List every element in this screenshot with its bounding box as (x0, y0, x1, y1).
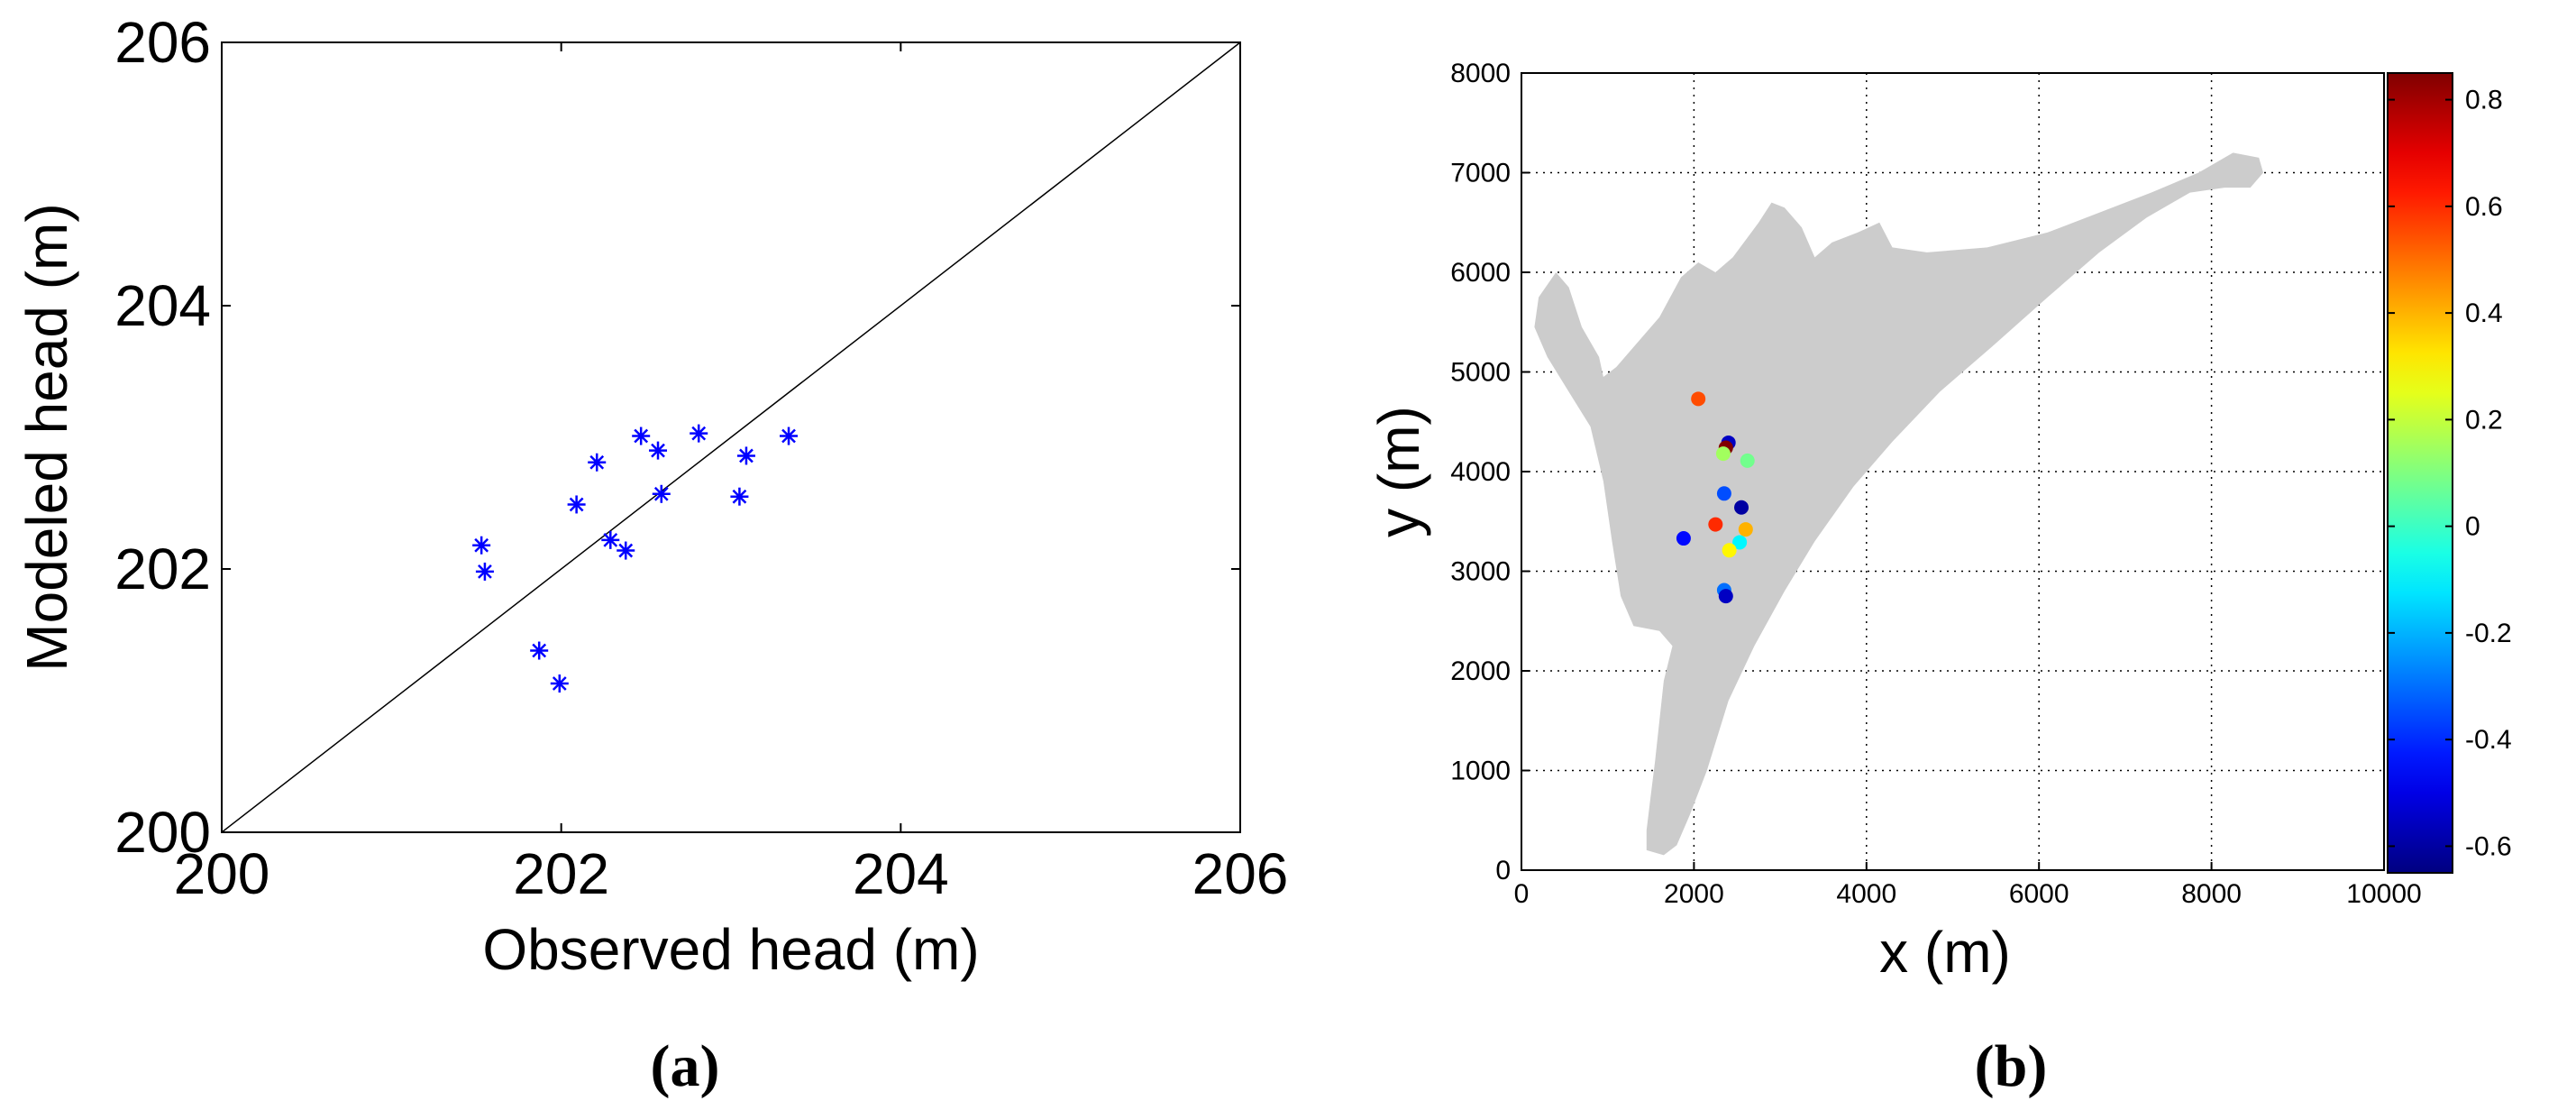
asterisk-stroke (634, 428, 649, 444)
panel-b-x-tick-label: 4000 (1836, 879, 1896, 909)
panel-a-data-point (588, 453, 607, 472)
panel-b-data-point (1691, 391, 1706, 407)
asterisk-stroke (478, 564, 492, 579)
panel-a-y-tick-label: 200 (114, 800, 211, 865)
panel-b-data-point (1718, 589, 1733, 604)
panel-b-y-tick-label: 1000 (1450, 757, 1511, 786)
panel-a-y-ticks: 200 202 204 206 (114, 10, 1240, 865)
panel-b-data-points (1676, 391, 1755, 604)
asterisk-stroke (603, 532, 618, 547)
asterisk-stroke (739, 448, 754, 463)
panel-b-x-axis-label: x (m) (1879, 920, 2011, 985)
panel-a-x-tick-label: 200 (174, 841, 270, 906)
panel-a-data-point (780, 427, 799, 445)
panel-a-data-point (632, 427, 651, 445)
asterisk-stroke (569, 497, 584, 512)
panel-a-y-tick-label: 202 (114, 537, 211, 601)
panel-a-data-point (472, 536, 491, 555)
panel-a-x-tick-label: 202 (513, 841, 609, 906)
panel-b-y-tick-label: 8000 (1450, 59, 1511, 88)
asterisk-stroke (653, 486, 669, 501)
colorbar-tick-label: 0.8 (2465, 86, 2503, 115)
colorbar-tick-label: 0.4 (2465, 298, 2503, 328)
panel-a-y-tick-label: 204 (114, 273, 211, 338)
asterisk-stroke (552, 676, 567, 691)
colorbar-tick-label: -0.6 (2465, 831, 2512, 861)
panel-b-x-tick-label: 10000 (2346, 879, 2421, 909)
asterisk-stroke (691, 426, 707, 441)
panel-b-data-point (1708, 517, 1723, 532)
panel-a-x-ticks: 200 202 204 206 (174, 42, 1289, 906)
panel-a-x-axis-label: Observed head (m) (482, 917, 979, 982)
panel-a-x-tick-label: 206 (1192, 841, 1289, 906)
panel-b-data-point (1738, 522, 1753, 537)
panel-b-x-ticks: 0 2000 4000 6000 8000 10000 (1514, 862, 2422, 909)
panel-b-colorbar (2387, 72, 2453, 874)
colorbar-tick-label: -0.2 (2465, 619, 2512, 648)
asterisk-stroke (781, 428, 796, 444)
panel-b-y-tick-label: 4000 (1450, 457, 1511, 487)
panel-a-data-point (652, 484, 671, 503)
panel-a-one-to-one-line (221, 41, 1241, 833)
colorbar-tick-label: 0 (2465, 512, 2480, 542)
colorbar-tick-label: 0.6 (2465, 192, 2503, 222)
asterisk-stroke (532, 643, 547, 658)
panel-a-data-point (730, 487, 749, 506)
panel-b-data-point (1722, 543, 1737, 558)
panel-b-map-plot: 0 2000 4000 6000 8000 10000 0 1000 2000 3000 4000… (1366, 59, 2512, 1099)
panel-a-data-point (550, 674, 569, 693)
panel-b-x-tick-label: 0 (1514, 879, 1530, 909)
panel-a-data-point (475, 562, 494, 581)
panel-a-scatter-plot: 200 202 204 206 200 202 204 206 Observed head … (14, 10, 1288, 1099)
panel-b-x-tick-label: 2000 (1664, 879, 1724, 909)
panel-a-y-axis-label: Modeled head (m) (14, 203, 79, 671)
panel-a-data-point (530, 641, 549, 660)
panel-b-y-tick-label: 5000 (1450, 358, 1511, 388)
asterisk-stroke (732, 489, 747, 504)
panel-b-data-point (1715, 446, 1731, 462)
panel-b-data-point (1676, 531, 1691, 546)
panel-b-data-point (1734, 500, 1749, 515)
panel-b-data-point (1740, 453, 1755, 468)
panel-b-y-axis-label: y (m) (1366, 406, 1431, 537)
panel-a-data-points (472, 424, 799, 693)
asterisk-stroke (618, 543, 634, 558)
colorbar-tick-label: -0.4 (2465, 725, 2512, 755)
panel-b-data-point (1732, 535, 1748, 550)
asterisk-stroke (589, 454, 605, 470)
panel-b-colorbar-ticks: -0.6 -0.4 -0.2 0 0.2 0.4 0.6 0.8 (2388, 86, 2512, 861)
asterisk-stroke (651, 443, 665, 458)
panel-b-label: (b) (1975, 1033, 2048, 1099)
panel-b-x-tick-label: 8000 (2181, 879, 2242, 909)
panel-b-y-tick-label: 6000 (1450, 258, 1511, 288)
panel-a-data-point (690, 424, 708, 443)
panel-b-y-tick-label: 7000 (1450, 159, 1511, 188)
panel-b-y-ticks: 0 1000 2000 3000 4000 5000 6000 7000 8000 (1450, 59, 1530, 885)
panel-a-data-point (736, 446, 755, 465)
panel-a-data-point (649, 441, 668, 460)
panel-a-data-point (617, 541, 635, 560)
panel-a-data-point (567, 495, 586, 514)
panel-b-model-domain (1534, 152, 2263, 856)
panel-a-label: (a) (651, 1033, 720, 1099)
panel-a-y-tick-label: 206 (114, 10, 211, 75)
colorbar-tick-label: 0.2 (2465, 405, 2503, 435)
panel-a-data-point (601, 530, 620, 549)
panel-b-x-tick-label: 6000 (2009, 879, 2069, 909)
panel-b-y-tick-label: 0 (1495, 856, 1511, 885)
panel-a-x-tick-label: 204 (853, 841, 949, 906)
asterisk-stroke (474, 537, 489, 553)
panel-b-data-point (1716, 486, 1731, 501)
panel-b-y-tick-label: 3000 (1450, 557, 1511, 587)
panel-b-y-tick-label: 2000 (1450, 656, 1511, 686)
